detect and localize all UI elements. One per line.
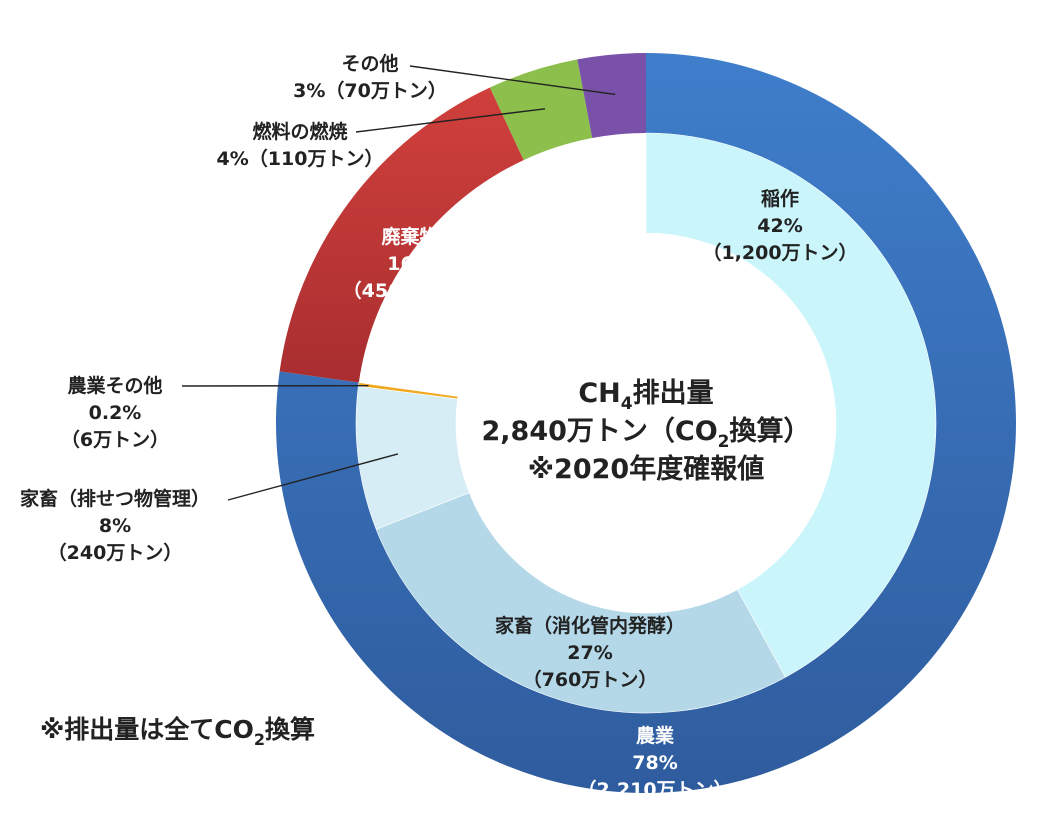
inner-slice-3 <box>358 382 459 400</box>
center-label-line3: ※2020年度確報値 <box>528 453 764 485</box>
label-inner-0: 稲作 42%（1,200万トン） <box>702 187 857 264</box>
label-outer-1: 廃棄物 16%（450万トン） <box>343 225 478 302</box>
leader-outer-3 <box>409 65 616 96</box>
inner-slice-1 <box>375 492 786 714</box>
leader-inner-2 <box>227 453 399 501</box>
inner-slice-0 <box>645 132 937 678</box>
inner-ring <box>355 132 937 714</box>
label-outer-0: 農業 78%（2,210万トン） <box>577 724 732 801</box>
leader-lines <box>181 65 616 501</box>
label-inner-2: 家畜（排せつ物管理） 8%（240万トン） <box>20 487 210 564</box>
label-inner-3: 農業その他 0.2%（6万トン） <box>61 374 169 451</box>
outer-slice-1 <box>279 87 524 383</box>
center-label-line1: CH4排出量 <box>578 378 713 414</box>
outer-slice-3 <box>577 53 646 139</box>
footnote: ※排出量は全てCO2換算 <box>40 715 315 749</box>
label-inner-1: 家畜（消化管内発酵） 27%（760万トン） <box>495 614 685 691</box>
slice-labels: 農業 78%（2,210万トン） 廃棄物 16%（450万トン） 燃料の燃焼 4%（110… <box>20 52 858 801</box>
label-outer-3: その他 3%（70万トン） <box>293 52 447 102</box>
label-outer-2: 燃料の燃焼 4%（110万トン） <box>217 120 384 170</box>
leader-outer-2 <box>355 108 546 133</box>
center-label-line2: 2,840万トン（CO2換算） <box>481 415 810 452</box>
